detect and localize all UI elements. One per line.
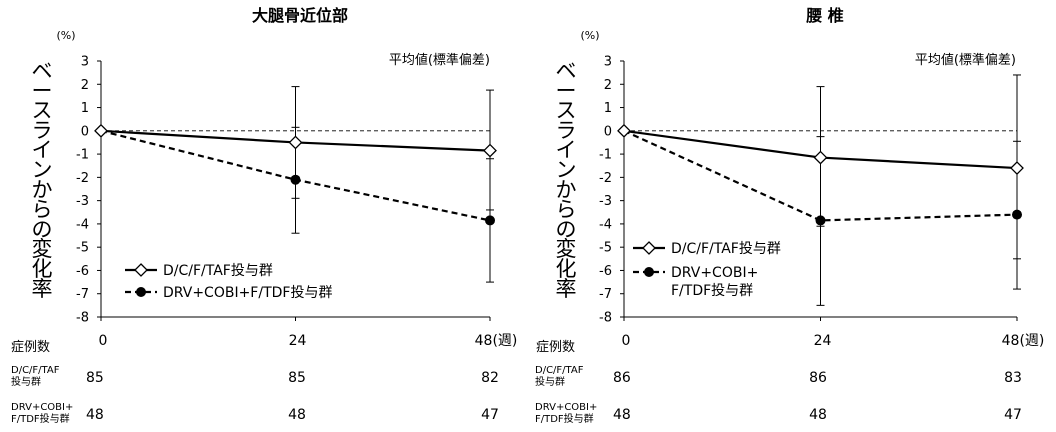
y-tick-label: 2	[81, 78, 89, 93]
y-tick-label: 1	[81, 101, 89, 116]
n-row-label: DRV+COBI+ F/TDF投与群	[535, 402, 597, 425]
n-row-label: D/C/F/TAF 投与群	[11, 365, 60, 388]
n-value: 86	[613, 370, 631, 386]
stat-note: 平均値(標準偏差)	[915, 52, 1016, 68]
x-tick-label: 24	[289, 333, 307, 349]
y-tick-label: -4	[76, 217, 89, 232]
stat-note: 平均値(標準偏差)	[389, 52, 490, 68]
legend-label: DRV+COBI+F/TDF投与群	[671, 265, 758, 299]
y-axis-label: ベースラインからの変化率	[32, 59, 53, 301]
y-tick-label: -8	[76, 311, 89, 326]
n-value: 47	[481, 407, 499, 423]
x-tick-label: 24	[814, 333, 832, 349]
chart-title: 大腿骨近位部	[252, 6, 348, 25]
chart-title: 腰 椎	[806, 6, 844, 25]
x-tick-label: 0	[99, 333, 108, 349]
legend-marker-diamond	[134, 263, 148, 277]
y-unit-label: (%)	[580, 29, 599, 42]
n-value: 85	[288, 370, 306, 386]
n-value: 48	[86, 407, 104, 423]
y-tick-label: -2	[76, 171, 89, 186]
n-row-label: D/C/F/TAF 投与群	[535, 365, 584, 388]
n-value: 82	[481, 370, 499, 386]
y-tick-label: 0	[604, 124, 612, 139]
y-unit-label: (%)	[56, 29, 75, 42]
y-tick-label: -6	[76, 264, 89, 279]
y-tick-label: -7	[76, 287, 89, 302]
data-point-circle	[290, 174, 301, 185]
data-point-diamond	[813, 150, 828, 165]
y-tick-label: -6	[599, 264, 612, 279]
data-point-diamond	[1010, 161, 1024, 175]
y-tick-label: -4	[599, 217, 612, 232]
y-tick-label: 3	[604, 55, 612, 70]
legend-label: DRV+COBI+F/TDF投与群	[163, 285, 332, 301]
n-value: 85	[86, 370, 104, 386]
x-tick-label: 0	[622, 333, 631, 349]
n-value: 48	[809, 407, 827, 423]
legend-marker-circle	[136, 287, 146, 297]
y-tick-label: -1	[599, 148, 612, 163]
n-value: 48	[613, 407, 631, 423]
n-header: 症例数	[536, 340, 575, 355]
n-value: 47	[1004, 407, 1022, 423]
legend-marker-circle	[644, 267, 654, 277]
data-point-diamond	[94, 123, 108, 138]
legend-label: D/C/F/TAF投与群	[163, 263, 273, 279]
y-tick-label: -7	[599, 287, 612, 302]
legend-label: D/C/F/TAF投与群	[671, 241, 781, 257]
data-point-circle	[815, 215, 826, 226]
y-tick-label: 3	[81, 55, 89, 70]
y-tick-label: -8	[599, 311, 612, 326]
data-point-circle	[485, 215, 495, 226]
y-axis-label: ベースラインからの変化率	[556, 59, 577, 301]
y-tick-label: -1	[76, 148, 89, 163]
x-tick-label: 48(週)	[1002, 333, 1045, 349]
data-point-circle	[1012, 209, 1022, 220]
n-row-label: DRV+COBI+ F/TDF投与群	[11, 402, 73, 425]
y-tick-label: 2	[604, 78, 612, 93]
y-tick-label: -2	[599, 171, 612, 186]
data-point-diamond	[617, 123, 631, 138]
legend-marker-diamond	[642, 241, 656, 255]
y-tick-label: -5	[599, 241, 612, 256]
n-value: 48	[288, 407, 306, 423]
y-tick-label: -3	[76, 194, 89, 209]
y-tick-label: 0	[81, 124, 89, 139]
n-header: 症例数	[11, 340, 50, 355]
x-tick-label: 48(週)	[475, 333, 518, 349]
n-value: 86	[809, 370, 827, 386]
n-value: 83	[1004, 370, 1022, 386]
y-tick-label: -5	[76, 241, 89, 256]
y-tick-label: -3	[599, 194, 612, 209]
y-tick-label: 1	[604, 101, 612, 116]
data-point-diamond	[483, 143, 497, 158]
data-point-diamond	[288, 135, 303, 150]
